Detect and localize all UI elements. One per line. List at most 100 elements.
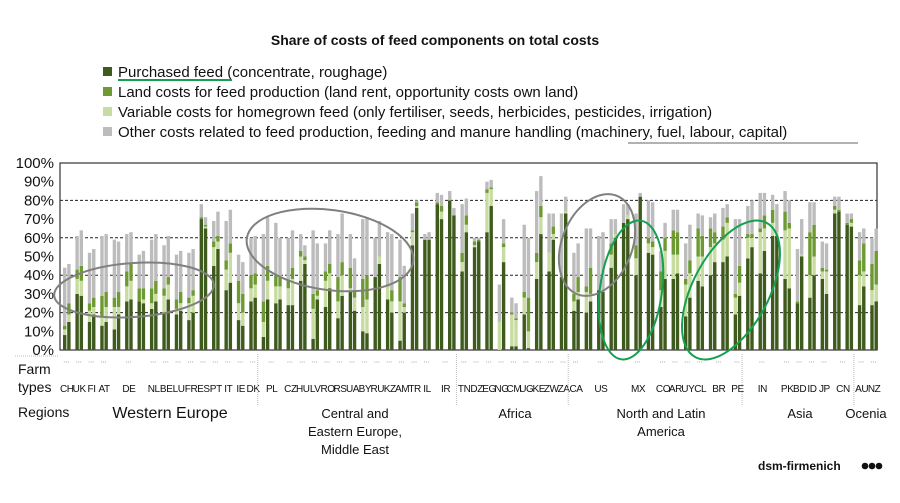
bar-segment-other xyxy=(824,243,829,270)
bar-segment-variable xyxy=(439,211,444,220)
bar-segment-purchased xyxy=(286,305,290,350)
y-tick-label: 10% xyxy=(24,323,54,340)
bar-segment-variable xyxy=(787,228,791,289)
bar-segment-variable xyxy=(303,260,307,264)
region-label: Asia xyxy=(787,406,813,421)
legend-text: machinery, fuel, labour, capital xyxy=(581,124,783,141)
bar-segment-purchased xyxy=(646,252,651,350)
bar-segment-land xyxy=(137,288,141,302)
bar-segment-other xyxy=(137,254,141,289)
bar-segment-land xyxy=(845,222,849,225)
bar-segment-land xyxy=(410,230,415,233)
bar-segment-land xyxy=(323,271,328,281)
bar-segment-land xyxy=(688,260,692,274)
farm-types-label: types xyxy=(18,379,51,395)
bar-segment-variable xyxy=(746,237,750,259)
bar-segment-variable xyxy=(265,280,270,300)
bar-segment-other xyxy=(485,181,489,190)
bar-segment-variable xyxy=(348,288,353,293)
bar-segment-variable xyxy=(489,189,493,207)
country-label: RO xyxy=(320,384,335,395)
bar-segment-other xyxy=(688,224,692,261)
bar-segment-purchased xyxy=(849,226,854,350)
legend-label-land: Land costs for feed production (land ren… xyxy=(118,84,578,101)
bar-segment-purchased xyxy=(410,245,415,350)
country-label: PE xyxy=(731,384,744,395)
annotation-ellipse xyxy=(557,193,637,297)
bar-segment-other xyxy=(439,194,444,207)
y-tick-label: 90% xyxy=(24,174,54,191)
bar-segment-variable xyxy=(812,256,816,276)
bar-segment-purchased xyxy=(427,239,431,350)
bar-segment-variable xyxy=(770,222,775,236)
country-label: LU xyxy=(173,384,185,395)
bar-segment-variable xyxy=(725,222,729,257)
bar-segment-land xyxy=(460,252,464,263)
bar-segment-other xyxy=(249,237,253,276)
bar-segment-variable xyxy=(162,295,166,313)
country-label: JP xyxy=(819,384,831,395)
bar-segment-other xyxy=(212,220,216,242)
bar-segment-land xyxy=(290,267,295,279)
bar-segment-other xyxy=(547,213,551,253)
bar-segment-variable xyxy=(688,273,692,298)
bar-segment-variable xyxy=(298,256,303,281)
bar-segment-variable xyxy=(708,247,713,276)
country-label: IR xyxy=(441,384,450,395)
bar-segment-land xyxy=(588,267,593,294)
bar-segment-purchased xyxy=(174,314,179,350)
bar-segment-variable xyxy=(129,280,133,300)
bar-segment-other xyxy=(572,252,576,294)
bar-segment-variable xyxy=(584,292,589,313)
bar-segment-land xyxy=(510,312,514,315)
bar-segment-variable xyxy=(713,243,717,263)
bar-segment-purchased xyxy=(67,321,71,350)
bar-segment-other xyxy=(129,232,133,264)
bar-segment-land xyxy=(650,241,655,248)
bar-segment-other xyxy=(100,235,104,296)
annotation-ellipse xyxy=(681,219,781,361)
bar-segment-purchased xyxy=(857,305,862,350)
bar-segment-purchased xyxy=(452,215,456,350)
bar-segment-purchased xyxy=(684,316,688,350)
bar-segment-land xyxy=(758,228,762,233)
bar-segment-purchased xyxy=(154,301,158,350)
bar-segment-other xyxy=(423,234,427,240)
bar-segment-land xyxy=(576,277,580,293)
bar-segment-land xyxy=(129,263,133,281)
bar-segment-variable xyxy=(154,293,158,302)
country-label: UK xyxy=(73,384,87,395)
y-tick-label: 60% xyxy=(24,230,54,247)
bar-segment-purchased xyxy=(688,297,692,350)
bar-segment-purchased xyxy=(663,278,667,350)
bar-segment-purchased xyxy=(125,301,129,350)
bar-segment-land xyxy=(501,243,506,248)
bar-segment-variable xyxy=(472,245,477,248)
bar-segment-variable xyxy=(833,209,837,214)
bar-segment-purchased xyxy=(298,280,303,350)
bar-segment-land xyxy=(303,256,307,261)
bar-segment-other xyxy=(410,213,415,231)
bar-segment-variable xyxy=(576,292,580,300)
bar-segment-variable xyxy=(510,314,514,347)
country-label: ID xyxy=(807,384,816,395)
bar-segment-land xyxy=(539,206,543,218)
bar-segment-purchased xyxy=(162,312,166,350)
bar-segment-purchased xyxy=(626,219,630,350)
bar-segment-variable xyxy=(75,278,79,294)
country-label: NG xyxy=(494,384,509,395)
bar-segment-other xyxy=(373,237,377,278)
bar-segment-other xyxy=(402,265,406,304)
y-tick-label: 80% xyxy=(24,192,54,209)
bar-segment-variable xyxy=(340,275,344,296)
bar-segment-variable xyxy=(79,280,84,296)
bar-segment-purchased xyxy=(833,213,837,350)
bar-segment-variable xyxy=(799,254,804,257)
bar-segment-purchased xyxy=(249,301,253,350)
bar-segment-land xyxy=(584,286,589,293)
bar-segment-variable xyxy=(228,252,233,283)
bar-segment-variable xyxy=(514,320,518,347)
bar-segment-other xyxy=(323,243,328,272)
y-tick-label: 70% xyxy=(24,211,54,228)
